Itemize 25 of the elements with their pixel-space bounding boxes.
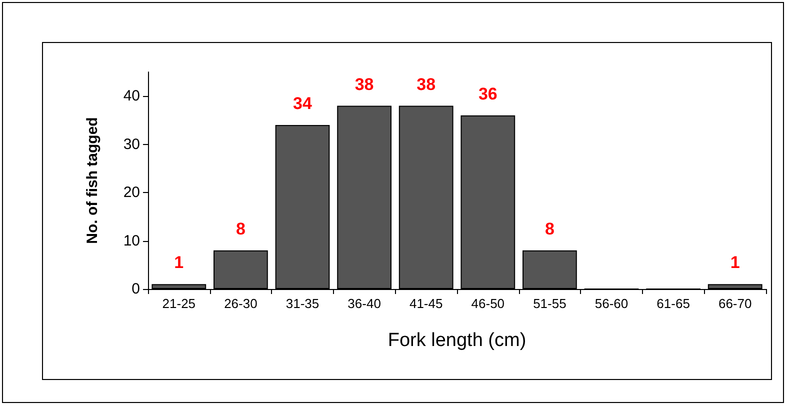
data-label: 8 — [236, 219, 246, 238]
data-label: 1 — [174, 253, 184, 272]
y-tick-label: 10 — [123, 232, 140, 250]
x-tick-label: 46-50 — [471, 296, 505, 311]
data-label: 36 — [478, 84, 498, 104]
x-tick-label: 56-60 — [594, 296, 628, 311]
data-label: 38 — [416, 74, 436, 94]
x-tick-label: 66-70 — [718, 296, 752, 311]
data-label: 34 — [293, 94, 312, 114]
x-tick-label: 26-30 — [224, 296, 258, 311]
data-label: 8 — [544, 219, 554, 238]
x-tick-label: 21-25 — [162, 296, 196, 311]
y-tick-label: 20 — [123, 184, 140, 202]
x-tick-label: 41-45 — [409, 296, 443, 311]
x-tick-label: 51-55 — [533, 296, 566, 311]
y-axis-title: No. of fish tagged — [84, 117, 101, 244]
x-axis-title: Fork length (cm) — [388, 330, 526, 351]
y-tick-label: 40 — [123, 88, 140, 105]
x-tick-label: 31-35 — [286, 296, 320, 311]
y-tick-label: 30 — [123, 136, 140, 153]
y-tick-label: 0 — [132, 280, 140, 298]
x-tick-label: 36-40 — [348, 296, 381, 311]
data-label: 1 — [730, 253, 740, 272]
x-tick-label: 61-65 — [656, 296, 690, 311]
data-label: 38 — [354, 74, 374, 94]
